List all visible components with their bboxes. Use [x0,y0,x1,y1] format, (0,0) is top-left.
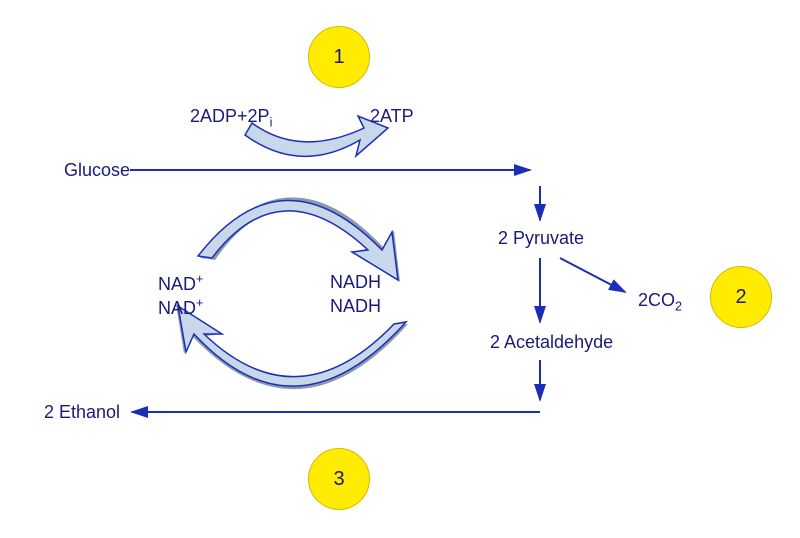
label-nad-2: NAD+ [158,296,203,319]
step-badge-2: 2 [710,266,772,328]
label-adp: 2ADP+2Pi [190,106,272,130]
step-badge-2-text: 2 [735,286,746,309]
label-acetaldehyde: 2 Acetaldehyde [490,332,613,353]
label-co2: 2CO2 [638,290,682,314]
label-pyruvate: 2 Pyruvate [498,228,584,249]
step-badge-1: 1 [308,26,370,88]
label-glucose: Glucose [64,160,130,181]
step-badge-1-text: 1 [333,46,344,69]
label-nadh-2: NADH [330,296,381,317]
wide-arrows-layer [0,0,800,538]
diagram-stage: Glucose 2ADP+2Pi 2ATP 2 Pyruvate 2CO2 2 … [0,0,800,538]
label-nad-1: NAD+ [158,272,203,295]
label-ethanol: 2 Ethanol [44,402,120,423]
step-badge-3: 3 [308,448,370,510]
step-badge-3-text: 3 [333,468,344,491]
label-atp: 2ATP [370,106,414,127]
label-nadh-1: NADH [330,272,381,293]
cycle-arrow-top [198,197,400,282]
